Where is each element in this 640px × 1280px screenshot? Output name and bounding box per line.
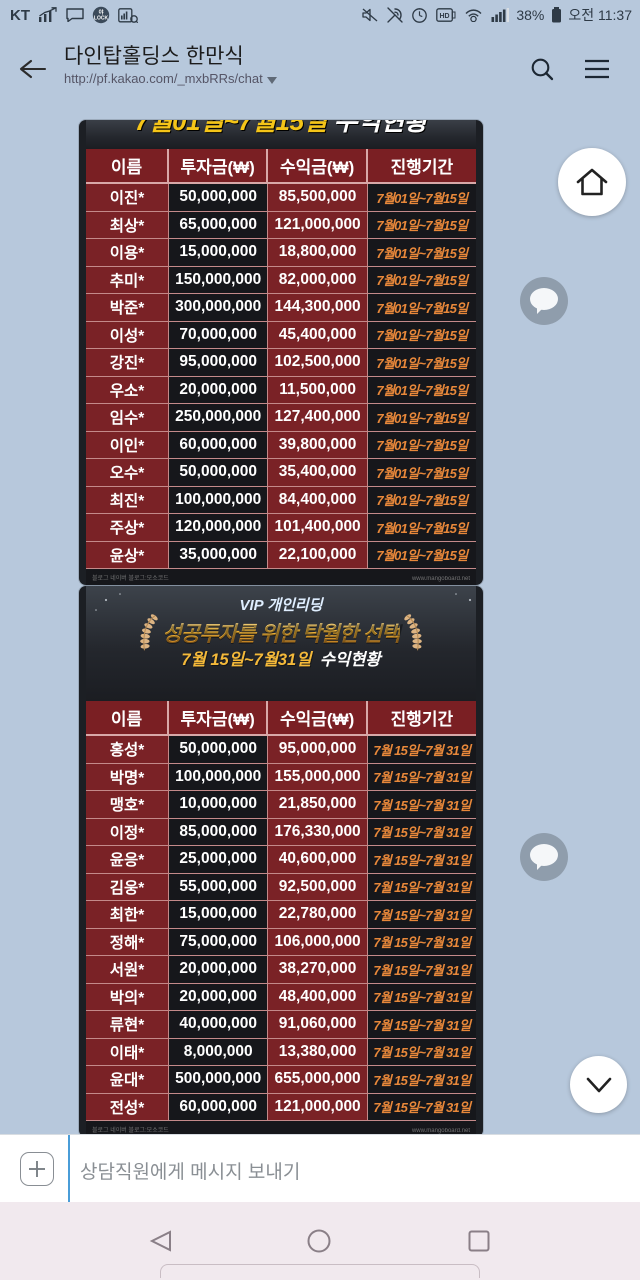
svg-text:LOCK: LOCK <box>94 16 109 22</box>
svg-text:HD: HD <box>440 13 450 20</box>
